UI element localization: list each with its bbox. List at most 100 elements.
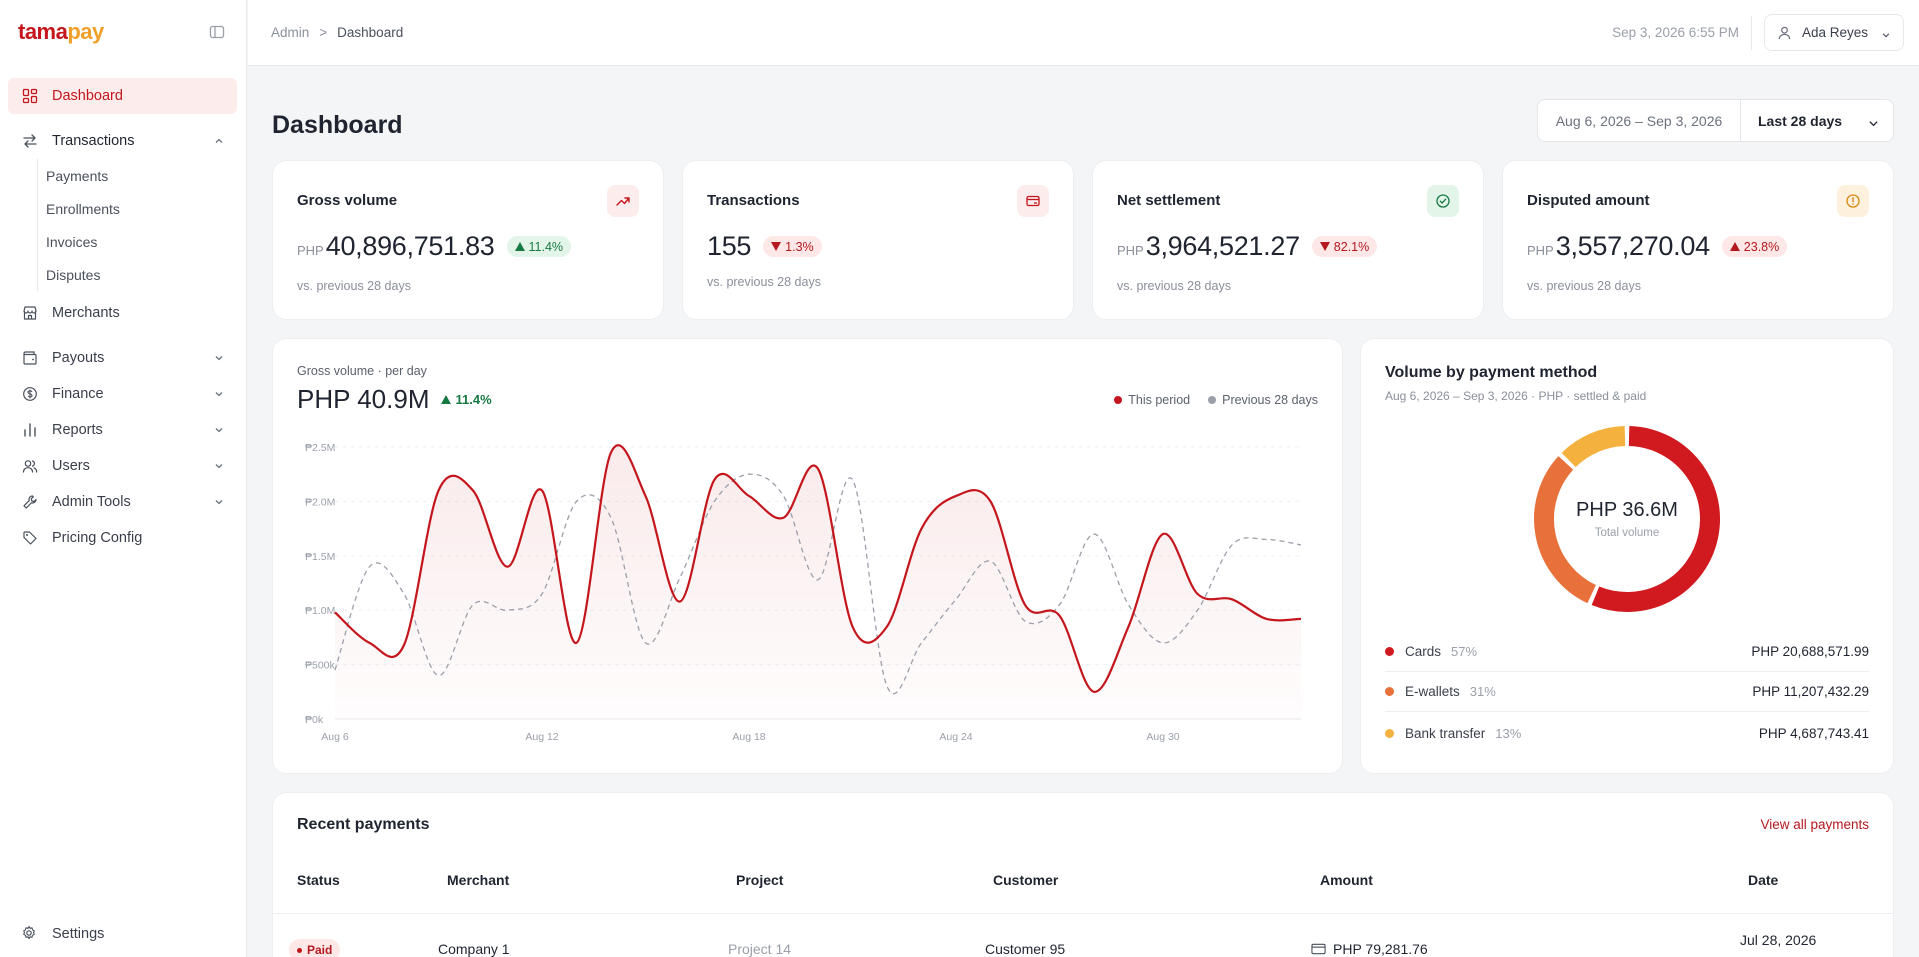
data-point[interactable]	[364, 637, 376, 649]
user-name: Ada Reyes	[1802, 25, 1869, 40]
data-point[interactable]	[985, 495, 997, 507]
user-menu-button[interactable]: Ada Reyes	[1764, 14, 1904, 51]
kpi-title: Disputed amount	[1527, 192, 1650, 209]
kpi-currency: PHP	[297, 243, 324, 258]
sidebar-item-disputes[interactable]: Disputes	[46, 266, 101, 283]
kpi-card-disputed-amount: Disputed amount PHP 3,557,270.04 23.8% v…	[1502, 160, 1894, 320]
y-tick-label: ₱1.0M	[305, 605, 335, 617]
column-header-merchant[interactable]: Merchant	[447, 872, 510, 888]
breadcrumb-current: Dashboard	[337, 25, 404, 40]
data-point[interactable]	[467, 485, 479, 497]
series-line-this-period[interactable]	[334, 444, 1302, 693]
view-all-payments-link[interactable]: View all payments	[1760, 817, 1869, 832]
data-point[interactable]	[1123, 621, 1135, 633]
sidebar-collapse-icon[interactable]	[209, 24, 225, 40]
kpi-comparison: vs. previous 28 days	[1527, 279, 1641, 293]
data-point[interactable]	[329, 606, 341, 618]
payment-method-name: Cards	[1405, 644, 1442, 659]
sidebar-item-enrollments[interactable]: Enrollments	[46, 200, 120, 217]
data-point[interactable]	[778, 512, 790, 524]
sidebar-item-dashboard[interactable]: Dashboard	[8, 78, 237, 114]
sidebar-item-label: Payouts	[52, 350, 105, 366]
sidebar-item-finance[interactable]: Finance	[8, 376, 237, 412]
donut-slice-bank-transfer[interactable]	[1561, 426, 1626, 468]
arrow-down-icon	[771, 242, 782, 251]
data-point[interactable]	[1226, 593, 1238, 605]
trending-up-icon	[607, 185, 639, 217]
data-point[interactable]	[1192, 588, 1204, 600]
data-point[interactable]	[1088, 686, 1100, 698]
data-point[interactable]	[1054, 610, 1066, 622]
data-point[interactable]	[398, 639, 410, 651]
sidebar-item-admin-tools[interactable]: Admin Tools	[8, 484, 237, 520]
kpi-comparison: vs. previous 28 days	[1117, 279, 1231, 293]
legend-this-period[interactable]: This period	[1114, 393, 1190, 407]
topbar-divider	[1751, 16, 1752, 50]
data-point[interactable]	[950, 490, 962, 502]
sidebar-item-reports[interactable]: Reports	[8, 412, 237, 448]
kpi-card-gross-volume: Gross volume PHP 40,896,751.83 11.4% vs.…	[272, 160, 664, 320]
data-point[interactable]	[881, 621, 893, 633]
breadcrumb-root[interactable]: Admin	[271, 25, 310, 40]
line-chart[interactable]: ₱0k ₱500k ₱1.0M ₱1.5M ₱2.0M ₱2.5M Aug 6 Aug 12 A…	[273, 339, 1344, 775]
column-header-date[interactable]: Date	[1748, 872, 1779, 888]
column-header-customer[interactable]: Customer	[993, 872, 1059, 888]
data-point[interactable]	[571, 637, 583, 649]
chevron-down-icon	[213, 424, 225, 436]
data-point[interactable]	[709, 474, 721, 486]
data-point[interactable]	[433, 485, 445, 497]
date-range-value[interactable]: Aug 6, 2026 – Sep 3, 2026	[1538, 100, 1741, 141]
payment-method-row: Cards 57% PHP 20,688,571.99	[1385, 632, 1869, 672]
data-point[interactable]	[1157, 528, 1169, 540]
data-point[interactable]	[743, 490, 755, 502]
payment-method-name: E-wallets	[1405, 684, 1460, 699]
kpi-value: PHP 3,557,270.04 23.8%	[1527, 231, 1788, 262]
data-point[interactable]	[536, 485, 548, 497]
data-point[interactable]	[605, 446, 617, 458]
chart-total-value: PHP 40.9M	[297, 384, 430, 414]
sidebar-item-merchants[interactable]: Merchants	[8, 295, 237, 331]
data-point[interactable]	[1295, 613, 1307, 625]
arrow-up-icon	[441, 395, 452, 404]
date-range-preset-select[interactable]: Last 28 days	[1741, 100, 1893, 141]
data-point[interactable]	[916, 523, 928, 535]
donut-total-label: Total volume	[1594, 527, 1660, 539]
chevron-down-icon	[1881, 28, 1891, 38]
kpi-amount: 3,557,270.04	[1555, 231, 1710, 261]
data-point[interactable]	[1261, 613, 1273, 625]
sidebar-item-pricing-config[interactable]: Pricing Config	[8, 520, 237, 556]
legend-previous-period[interactable]: Previous 28 days	[1208, 393, 1318, 407]
sidebar-item-invoices[interactable]: Invoices	[46, 233, 98, 250]
sidebar-item-payments[interactable]: Payments	[46, 167, 109, 184]
sidebar-item-label: Dashboard	[52, 88, 123, 104]
data-point[interactable]	[847, 621, 859, 633]
column-header-status[interactable]: Status	[297, 872, 340, 888]
data-point[interactable]	[502, 561, 514, 573]
data-point[interactable]	[1019, 599, 1031, 611]
alert-circle-icon	[1837, 185, 1869, 217]
chevron-down-icon	[213, 460, 225, 472]
y-tick-label: ₱0k	[305, 714, 324, 726]
column-header-project[interactable]: Project	[736, 872, 784, 888]
brand-logo[interactable]: tamapay	[18, 19, 104, 44]
data-point[interactable]	[812, 463, 824, 475]
coin-icon	[21, 385, 39, 403]
bar-chart-icon	[21, 421, 39, 439]
date-range-picker[interactable]: Aug 6, 2026 – Sep 3, 2026 Last 28 days	[1537, 99, 1894, 142]
column-header-amount[interactable]: Amount	[1320, 872, 1373, 888]
donut-slice-cards[interactable]	[1591, 426, 1720, 612]
sidebar-item-transactions[interactable]: Transactions	[8, 123, 237, 159]
donut-chart[interactable]	[1361, 339, 1895, 775]
store-icon	[21, 304, 39, 322]
data-point[interactable]	[674, 595, 686, 607]
payment-method-pct: 31%	[1469, 684, 1496, 699]
sidebar-item-payouts[interactable]: Payouts	[8, 340, 237, 376]
x-tick-label: Aug 12	[525, 731, 558, 743]
sidebar-item-users[interactable]: Users	[8, 448, 237, 484]
data-point[interactable]	[640, 490, 652, 502]
payment-method-pct: 13%	[1495, 725, 1522, 741]
check-circle-icon	[1427, 185, 1459, 217]
series-line-previous-28-days[interactable]	[334, 473, 1302, 695]
donut-slice-e-wallets[interactable]	[1534, 456, 1597, 604]
sidebar-item-settings[interactable]: Settings	[21, 925, 104, 943]
